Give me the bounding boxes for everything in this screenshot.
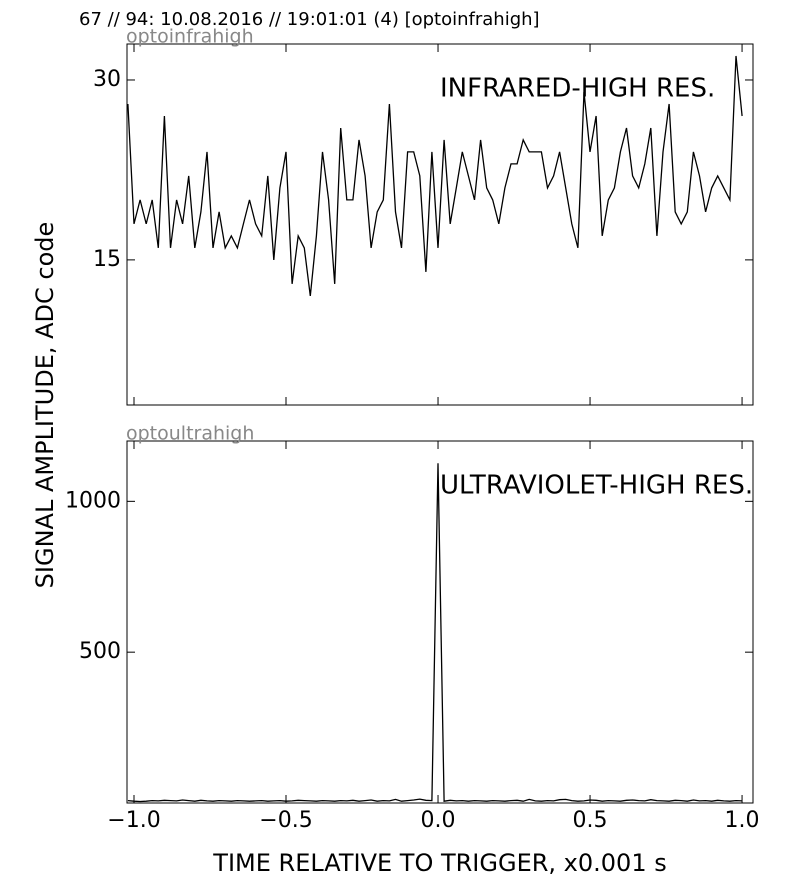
- x-tick-label: 1.0: [725, 808, 760, 833]
- y-tick-label: 15: [93, 247, 121, 272]
- x-axis-label: TIME RELATIVE TO TRIGGER, x0.001 s: [212, 849, 666, 877]
- plot-frame: [126, 43, 754, 406]
- y-tick-label: 30: [93, 67, 121, 92]
- header: 67 // 94: 10.08.2016 // 19:01:01 (4) [op…: [79, 9, 540, 30]
- x-tick-label: −0.5: [259, 808, 312, 833]
- plot-frame: [126, 440, 754, 804]
- x-tick-label: −1.0: [107, 808, 160, 833]
- data-line: [127, 463, 743, 803]
- y-axis-label: SIGNAL AMPLITUDE, ADC code: [31, 222, 59, 589]
- x-tick-label: 0.0: [421, 808, 456, 833]
- annotation: INFRARED-HIGH RES.: [440, 74, 715, 104]
- subplot-label: optoultrahigh: [126, 423, 254, 445]
- subplot-label: optoinfrahigh: [126, 26, 254, 48]
- y-tick-label: 1000: [65, 488, 121, 513]
- x-tick-label: 0.5: [573, 808, 608, 833]
- annotation: ULTRAVIOLET-HIGH RES.: [440, 471, 753, 501]
- y-tick-label: 500: [79, 639, 121, 664]
- data-line: [127, 55, 743, 296]
